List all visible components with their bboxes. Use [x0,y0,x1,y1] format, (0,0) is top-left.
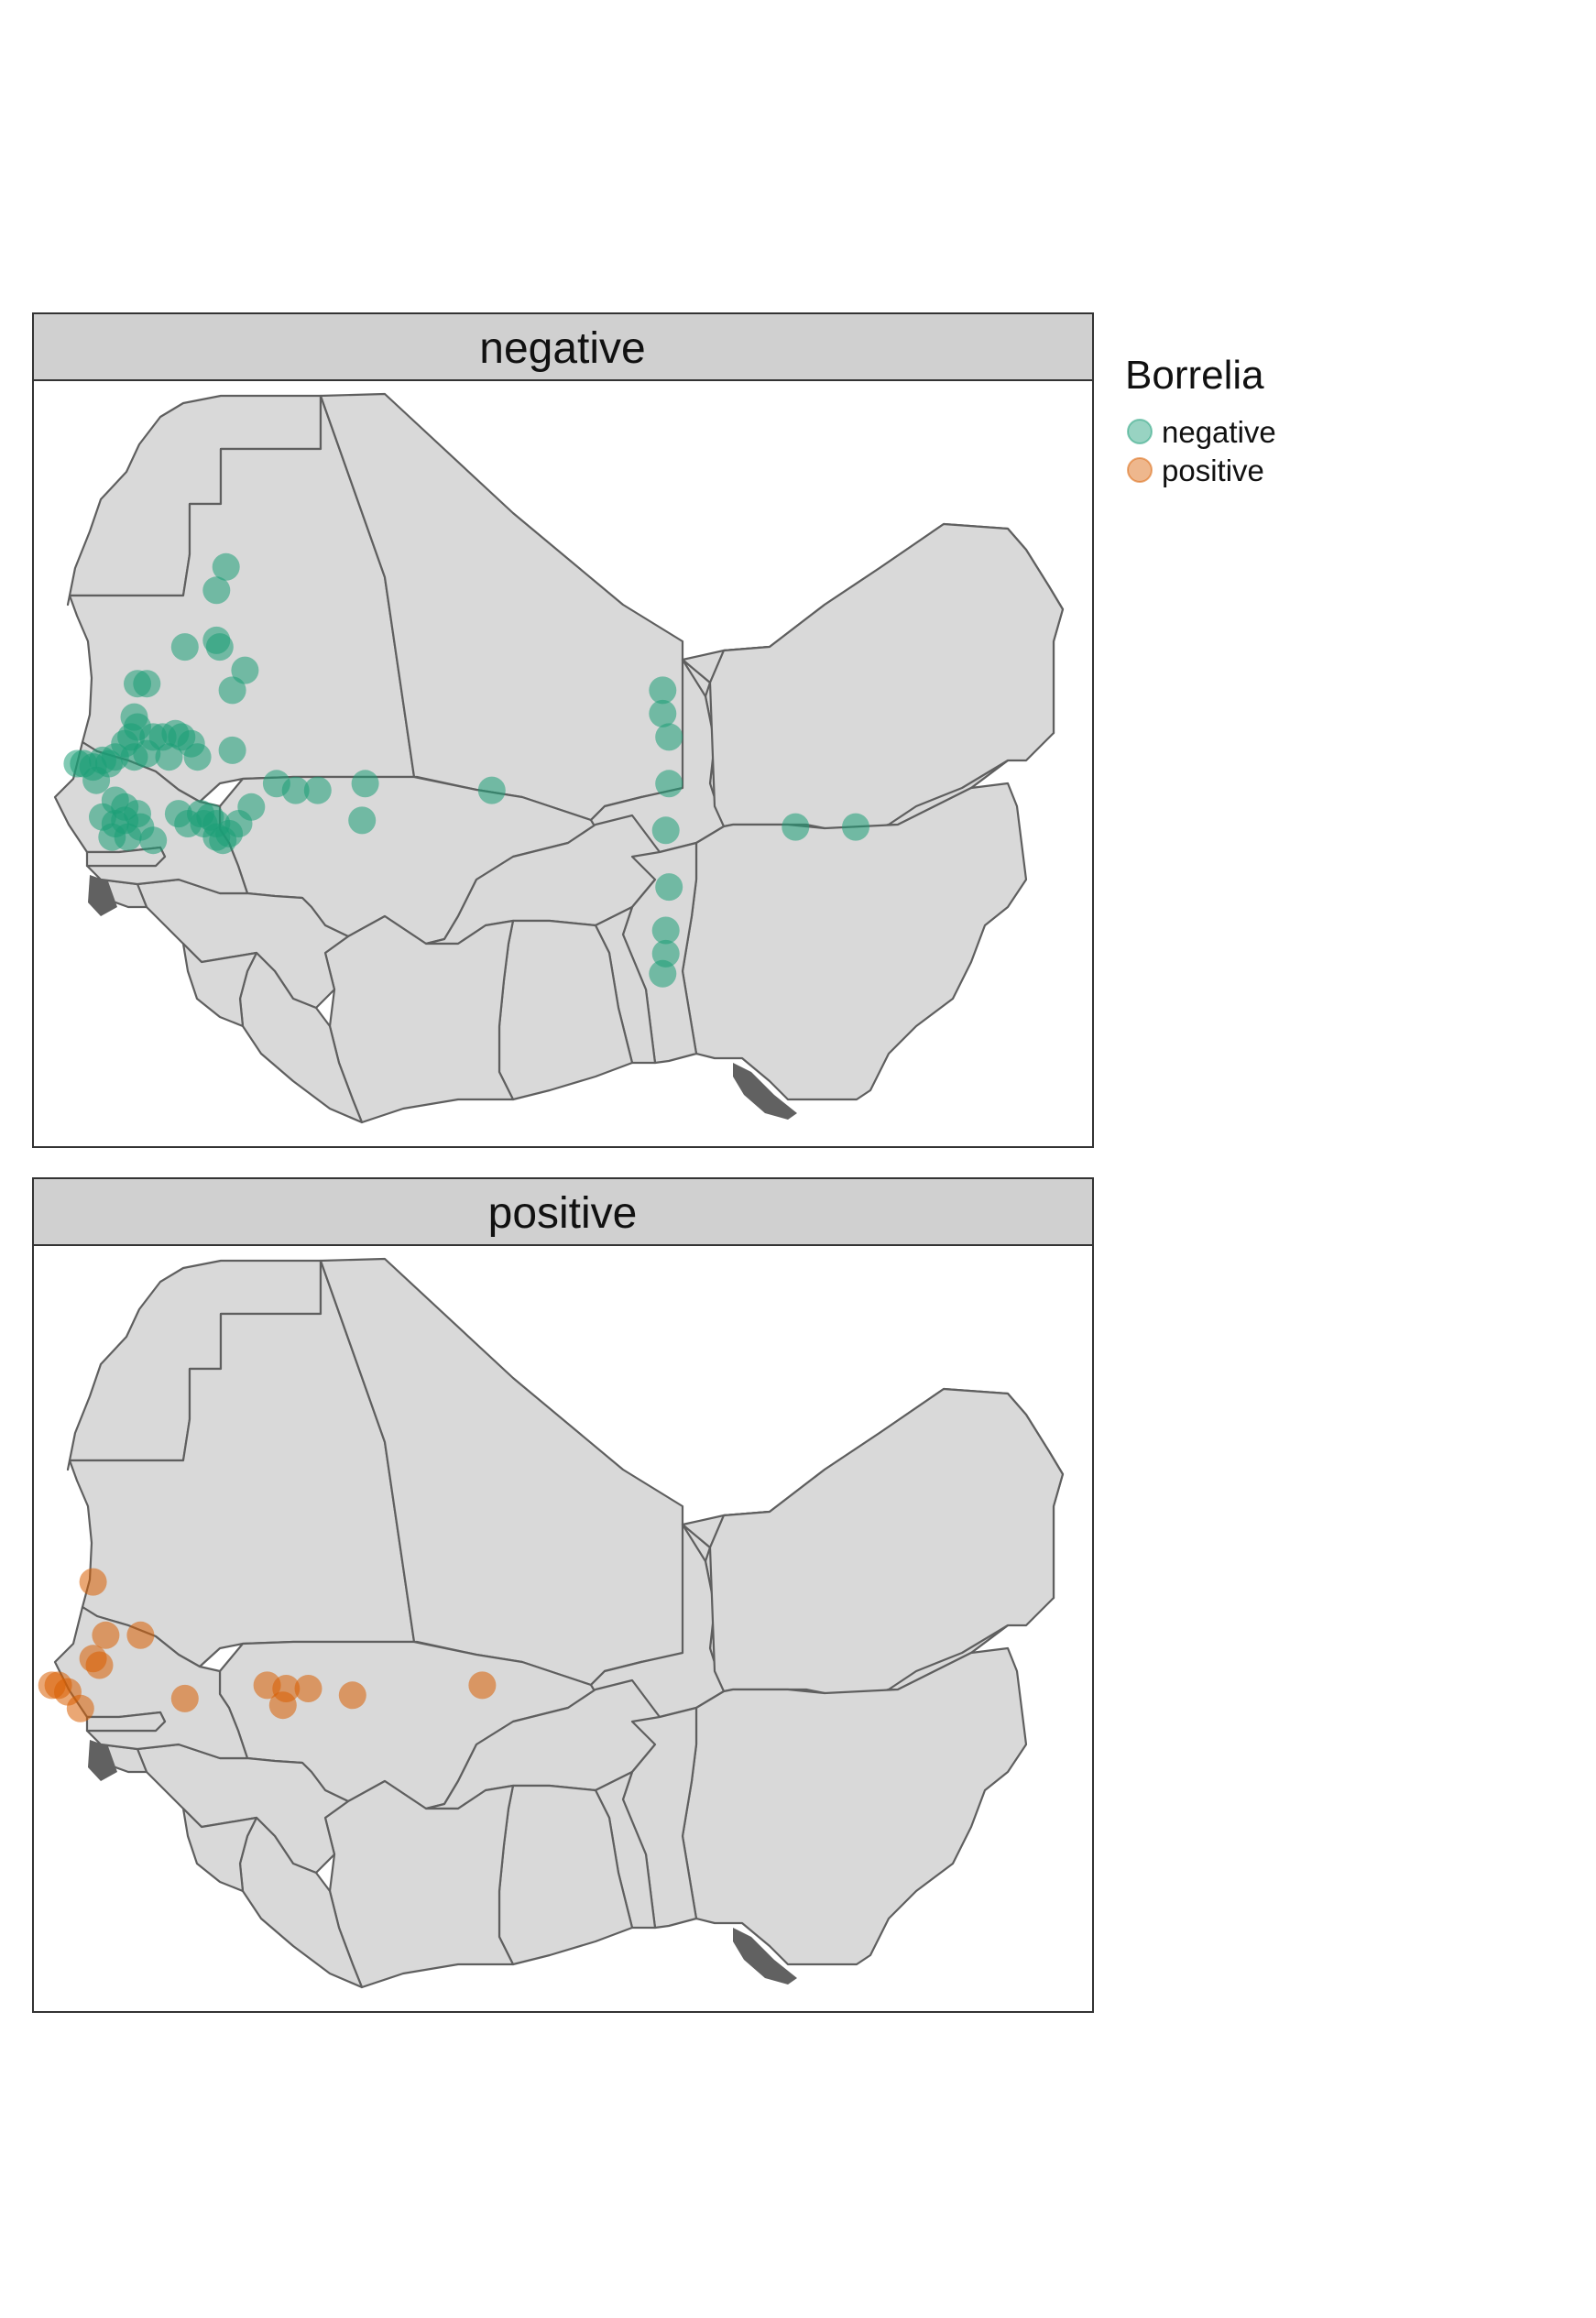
panel-negative-frame [32,379,1094,1148]
point-positive [468,1671,497,1700]
point-negative [655,723,683,751]
panel-positive-frame [32,1244,1094,2013]
points-negative [63,552,869,988]
panel-negative-title: negative [479,324,645,373]
point-negative [303,776,332,804]
legend-positive-label: positive [1162,454,1264,487]
point-negative [655,770,683,798]
point-positive [79,1568,107,1596]
legend-title: Borrelia [1125,353,1264,398]
point-positive [268,1691,297,1720]
point-positive [66,1694,94,1722]
point-negative [126,813,155,841]
point-negative [202,576,231,605]
point-negative [205,633,234,662]
legend-negative-key [1127,419,1153,444]
point-positive [338,1681,366,1710]
legend: Borrelia negative positive [1125,353,1276,487]
point-negative [164,800,192,828]
point-positive [85,1651,114,1679]
point-negative [782,813,810,841]
point-negative [183,743,212,771]
point-positive [92,1621,120,1649]
panel-positive: positive [32,1177,1094,2013]
legend-positive-key [1127,457,1153,483]
point-negative [649,959,677,988]
point-negative [63,749,92,778]
point-negative [655,873,683,902]
point-negative [124,670,151,698]
legend-negative-label: negative [1162,415,1276,449]
point-negative [237,793,266,821]
point-negative [281,776,310,804]
point-negative [133,739,161,768]
point-negative [218,676,246,705]
panel-negative-strip [32,312,1094,381]
point-negative [218,736,246,764]
point-negative [842,813,869,841]
point-negative [212,552,240,581]
point-negative [651,916,680,945]
point-negative [649,676,677,705]
point-positive [294,1675,322,1702]
point-negative [82,766,111,794]
point-negative [477,776,506,804]
point-positive [126,1621,155,1649]
point-negative [170,633,199,662]
point-negative [649,699,677,727]
map-positive [38,1257,1065,1989]
point-negative [155,743,183,771]
points-positive [38,1568,497,1722]
point-negative [209,826,237,855]
point-negative [231,656,259,684]
point-negative [351,770,379,798]
panel-positive-title: positive [488,1189,638,1238]
point-positive [170,1684,199,1712]
map-negative [53,392,1065,1124]
panel-negative: negative [32,312,1094,1148]
point-negative [348,806,377,835]
point-negative [651,816,680,845]
